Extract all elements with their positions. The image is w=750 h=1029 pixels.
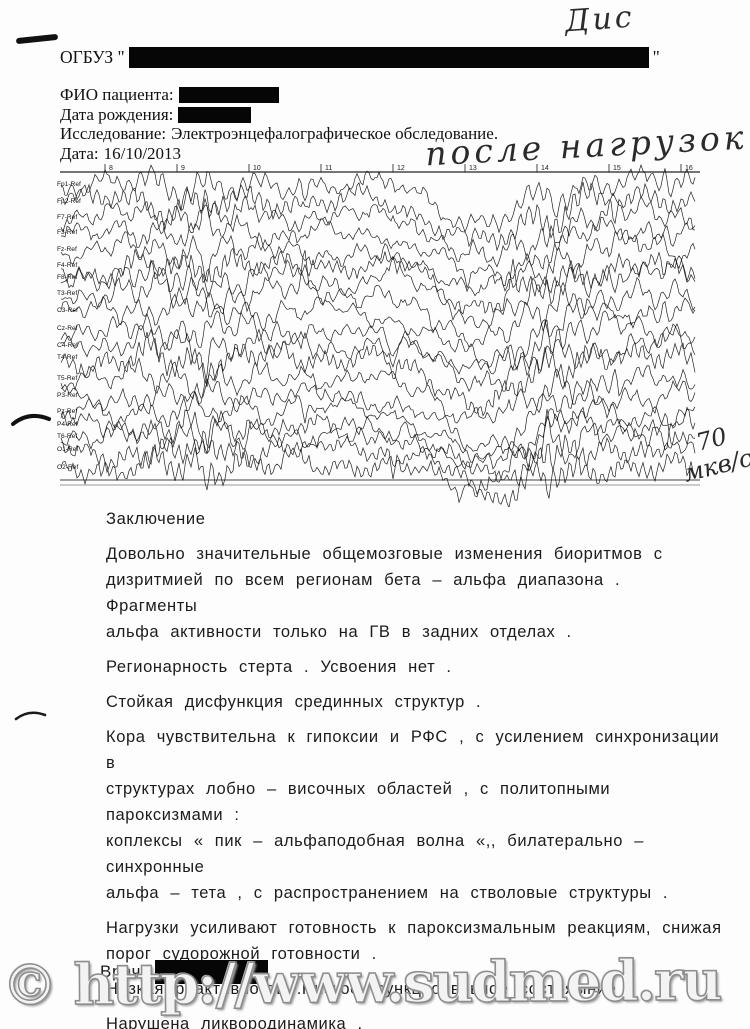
eeg-channel-label: Cz-Ref — [57, 325, 78, 332]
conclusion-paragraph: Кора чувствительна к гипоксии и РФС , с … — [106, 728, 720, 902]
date-field: Дата: 16/10/2013 — [60, 144, 498, 164]
time-tick-label: 15 — [613, 165, 621, 172]
eeg-trace — [60, 391, 696, 464]
eeg-trace — [60, 250, 696, 348]
time-tick-label: 13 — [469, 165, 477, 172]
eeg-trace — [60, 189, 696, 268]
eeg-channel-label: Fz-Ref — [57, 246, 77, 253]
eeg-channel-label: T6-Ref — [57, 433, 77, 440]
eeg-trace — [60, 323, 696, 393]
doctor-label: Врач — [100, 962, 142, 981]
time-tick-label: 16 — [685, 165, 693, 172]
conclusion-paragraph: Нагрузки усиливают готовность к пароксиз… — [106, 919, 722, 963]
conclusion-paragraph: Низкая реактивность .Низкое функционвльн… — [106, 980, 633, 998]
time-tick-label: 8 — [109, 165, 113, 172]
eeg-trace — [60, 255, 696, 328]
org-name-redaction-bar — [128, 47, 649, 68]
eeg-channel-label: F4-Ref — [57, 262, 77, 269]
eeg-trace — [60, 229, 696, 297]
eeg-channel-label: Fp1-Ref — [57, 181, 81, 188]
sudmed-watermark: © http://www.sudmed.ru — [1, 947, 721, 1020]
conclusion-paragraph: Регионарность стерта . Усвоения нет . — [106, 658, 452, 676]
eeg-channel-label: T4-Ref — [57, 354, 77, 361]
eeg-channel-label: T3-Ref — [57, 290, 77, 297]
organization-line: ОГБУЗ " " — [60, 47, 660, 68]
eeg-channel-label: T5-Ref — [57, 375, 77, 382]
eeg-trace — [60, 310, 696, 377]
conclusion-paragraph: Нарушена ликвородинамика . — [106, 1015, 363, 1029]
patient-name-redaction-bar — [178, 87, 279, 103]
org-quote-close: " — [652, 47, 660, 67]
eeg-trace — [60, 378, 696, 452]
eeg-trace — [60, 406, 696, 483]
doctor-line: Врач — [100, 960, 269, 984]
birth-date-label: Дата рождения: — [60, 104, 174, 124]
time-tick-label: 10 — [253, 165, 261, 172]
time-tick-label: 9 — [181, 165, 185, 172]
eeg-trace — [60, 357, 696, 424]
pen-dash-mark — [15, 33, 59, 45]
doctor-name-redaction-bar — [155, 960, 269, 984]
eeg-channel-label: P4-Ref — [57, 421, 78, 428]
pen-arc-mark-lower — [14, 711, 47, 721]
eeg-channel-label: F3-Ref — [57, 229, 77, 236]
eeg-channel-label: C4-Ref — [57, 342, 78, 349]
time-tick-label: 12 — [397, 165, 405, 172]
eeg-trace — [60, 181, 696, 252]
eeg-trace — [60, 331, 696, 417]
eeg-trace — [60, 409, 696, 472]
eeg-channel-label: F8-Ref — [57, 274, 77, 281]
eeg-trace — [60, 247, 696, 315]
date-value: 16/10/2013 — [103, 143, 182, 163]
pen-arc-mark-upper — [11, 413, 51, 426]
eeg-trace — [60, 444, 696, 507]
date-label: Дата: — [60, 143, 99, 163]
conclusion-section: Заключение Довольно значительные общемоз… — [106, 506, 722, 1029]
conclusion-paragraph: Довольно значительные общемозговые измен… — [106, 545, 663, 641]
birth-date-redaction-bar — [178, 106, 252, 123]
eeg-trace — [60, 292, 696, 370]
time-tick-label: 11 — [325, 165, 332, 172]
eeg-chart: 8 9 10 11 12 13 14 15 16 Fp1-Ref Fp2-Ref F7-Ref F3-R… — [55, 162, 700, 507]
eeg-trace — [60, 163, 696, 234]
eeg-traces-svg: 8 9 10 11 12 13 14 15 16 Fp1-Ref Fp2-Ref F7-Ref F3-R… — [57, 163, 700, 507]
eeg-channel-label: P3-Ref — [57, 392, 78, 399]
handwritten-note-top-right: Дис — [563, 0, 636, 40]
eeg-channel-label: Fp2-Ref — [57, 198, 81, 205]
patient-name-field: ФИО пациента: — [60, 85, 498, 105]
org-prefix: ОГБУЗ — [60, 47, 114, 67]
org-quote-open: " — [117, 47, 125, 67]
patient-header-fields: ФИО пациента: Дата рождения: Исследовани… — [60, 85, 498, 163]
time-tick-label: 14 — [541, 165, 549, 172]
eeg-trace — [60, 430, 696, 495]
eeg-channel-label: C3-Ref — [57, 307, 78, 314]
conclusion-paragraph: Стойкая дисфункция срединных структур . — [106, 693, 482, 711]
eeg-trace — [61, 204, 696, 289]
study-value: Электроэнцефалографическое обследование. — [171, 124, 499, 143]
study-label: Исследование: — [60, 124, 167, 143]
eeg-channel-label: Pz-Ref — [57, 408, 77, 415]
conclusion-title: Заключение — [106, 510, 206, 528]
study-field: Исследование: Электроэнцефалографическое … — [60, 124, 498, 144]
patient-name-label: ФИО пациента: — [60, 85, 174, 104]
eeg-channel-label: F7-Ref — [57, 214, 77, 221]
birth-date-field: Дата рождения: — [60, 105, 498, 125]
